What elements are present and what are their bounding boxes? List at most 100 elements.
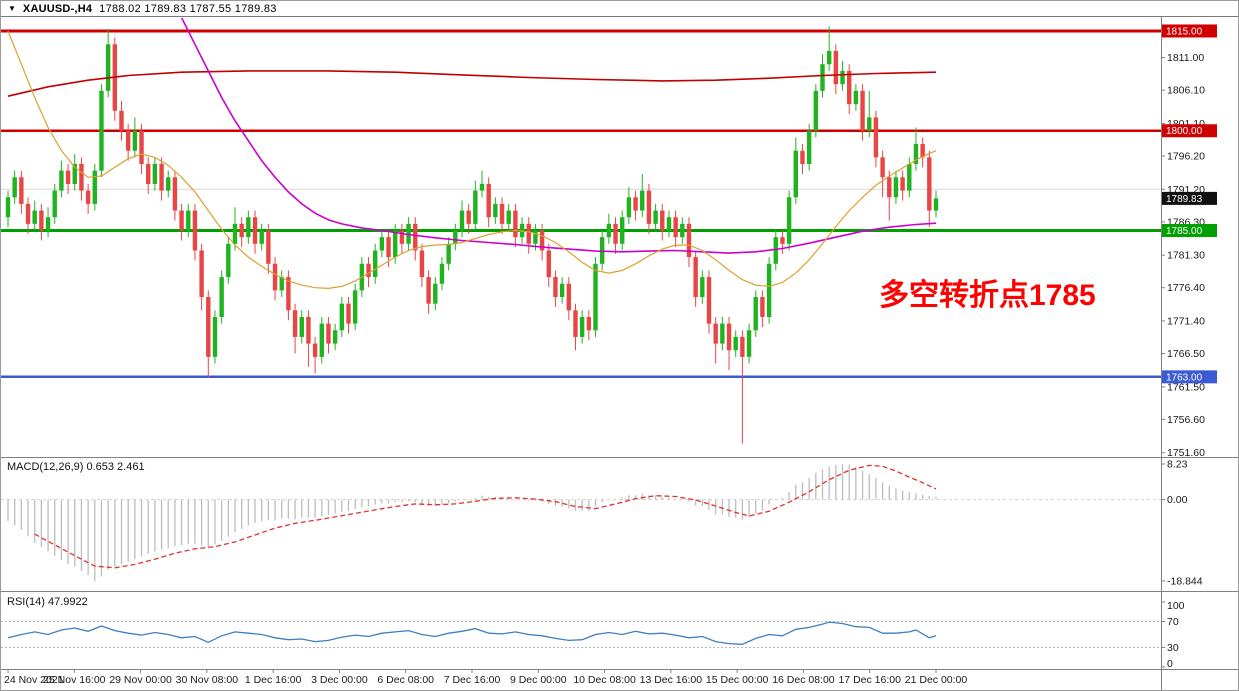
level-badge — [1162, 224, 1217, 238]
panel-frame — [1, 17, 1238, 690]
candle — [246, 217, 251, 238]
time-tick-label: 30 Nov 08:00 — [176, 674, 239, 686]
candle — [159, 164, 164, 191]
candle — [867, 117, 872, 131]
candle — [826, 50, 832, 65]
candle — [72, 164, 77, 184]
candle — [786, 197, 792, 244]
candle — [326, 323, 331, 344]
candle — [45, 217, 51, 231]
candle — [139, 130, 144, 165]
time-tick-label: 13 Dec 16:00 — [640, 674, 703, 686]
top-bar: ▼ XAUUSD-,H4 1788.02 1789.83 1787.55 178… — [1, 1, 1238, 17]
candle — [259, 230, 264, 244]
price-tick-label: 1756.60 — [1167, 414, 1205, 426]
candle — [806, 130, 812, 165]
price-tick-label: 1781.30 — [1167, 250, 1205, 262]
candle — [299, 316, 304, 337]
candle — [5, 197, 11, 218]
candle — [573, 310, 578, 337]
macd-tick-label: -18.844 — [1167, 576, 1203, 588]
candle — [172, 177, 178, 211]
candle — [840, 70, 845, 85]
candle — [379, 237, 385, 251]
candle — [453, 230, 458, 244]
candle — [132, 130, 138, 151]
level-badge — [1162, 370, 1217, 384]
candle — [553, 277, 558, 298]
current-price-badge — [1162, 191, 1217, 205]
rsi-panel-area[interactable] — [1, 592, 1161, 668]
candle — [847, 70, 852, 105]
candle — [760, 297, 765, 317]
time-tick-label: 10 Dec 08:00 — [573, 674, 636, 686]
candle — [332, 330, 338, 344]
candle — [99, 90, 104, 171]
candle — [12, 177, 17, 198]
candle — [239, 223, 244, 238]
time-tick-label: 15 Dec 00:00 — [706, 674, 769, 686]
candle — [206, 297, 211, 357]
candle — [700, 277, 705, 298]
time-tick-label: 25 Nov 16:00 — [43, 674, 106, 686]
price-axis[interactable] — [1162, 18, 1239, 669]
candle — [65, 170, 71, 184]
price-tick-label: 1766.50 — [1167, 348, 1205, 360]
candle — [186, 210, 191, 231]
moving-averages-layer — [7, 18, 937, 290]
rsi-label: RSI(14) 47.9922 — [7, 596, 88, 608]
candle — [346, 303, 351, 324]
candle — [352, 290, 358, 324]
candle — [766, 263, 772, 317]
candle — [85, 190, 91, 204]
candle — [32, 210, 37, 224]
rsi-tick-label: 100 — [1167, 600, 1185, 612]
candle — [506, 210, 511, 224]
time-tick-label: 6 Dec 08:00 — [377, 674, 434, 686]
candle — [272, 263, 278, 291]
candle — [833, 50, 839, 85]
candle — [873, 117, 879, 158]
time-tick-label: 3 Dec 00:00 — [311, 674, 368, 686]
macd-layer: 8.23 0.00 -18.844 — [1, 459, 1203, 588]
level-badge — [1162, 124, 1217, 138]
candle — [686, 223, 692, 258]
candle — [579, 316, 585, 337]
candle — [566, 283, 572, 311]
candle — [459, 210, 465, 231]
candle — [900, 177, 905, 191]
candle — [746, 330, 752, 357]
candle — [419, 250, 425, 278]
candle — [880, 157, 885, 178]
candle — [479, 183, 485, 191]
chart-plot-area[interactable] — [1, 18, 1161, 456]
candle — [780, 237, 785, 244]
time-tick-label: 29 Nov 00:00 — [109, 674, 172, 686]
price-axis-labels: 1811.001806.101801.101796.201791.201786.… — [1161, 24, 1217, 459]
candle — [559, 283, 565, 298]
candle — [152, 164, 158, 184]
candle — [653, 210, 658, 224]
candle — [853, 90, 859, 105]
candle — [306, 316, 311, 344]
time-tick-label: 21 Dec 00:00 — [905, 674, 968, 686]
candle — [773, 237, 778, 264]
rsi-tick-label: 70 — [1167, 616, 1179, 628]
macd-tick-label: 8.23 — [1167, 459, 1188, 471]
candle — [312, 343, 318, 357]
rsi-tick-label: 0 — [1167, 658, 1173, 670]
candle — [79, 164, 84, 191]
candle — [366, 263, 371, 278]
price-tick-label: 1761.50 — [1167, 381, 1205, 393]
annotation-text: 多空转折点1785 — [879, 279, 1096, 312]
price-tick-label: 1776.40 — [1167, 282, 1205, 294]
candle — [292, 310, 298, 337]
current-price-badge-label: 1789.83 — [1166, 194, 1203, 205]
candle — [593, 263, 598, 331]
candle — [706, 277, 712, 324]
candle — [226, 243, 231, 278]
symbol-dropdown-icon[interactable]: ▼ — [8, 3, 16, 13]
macd-tick-label: 0.00 — [1167, 494, 1188, 506]
